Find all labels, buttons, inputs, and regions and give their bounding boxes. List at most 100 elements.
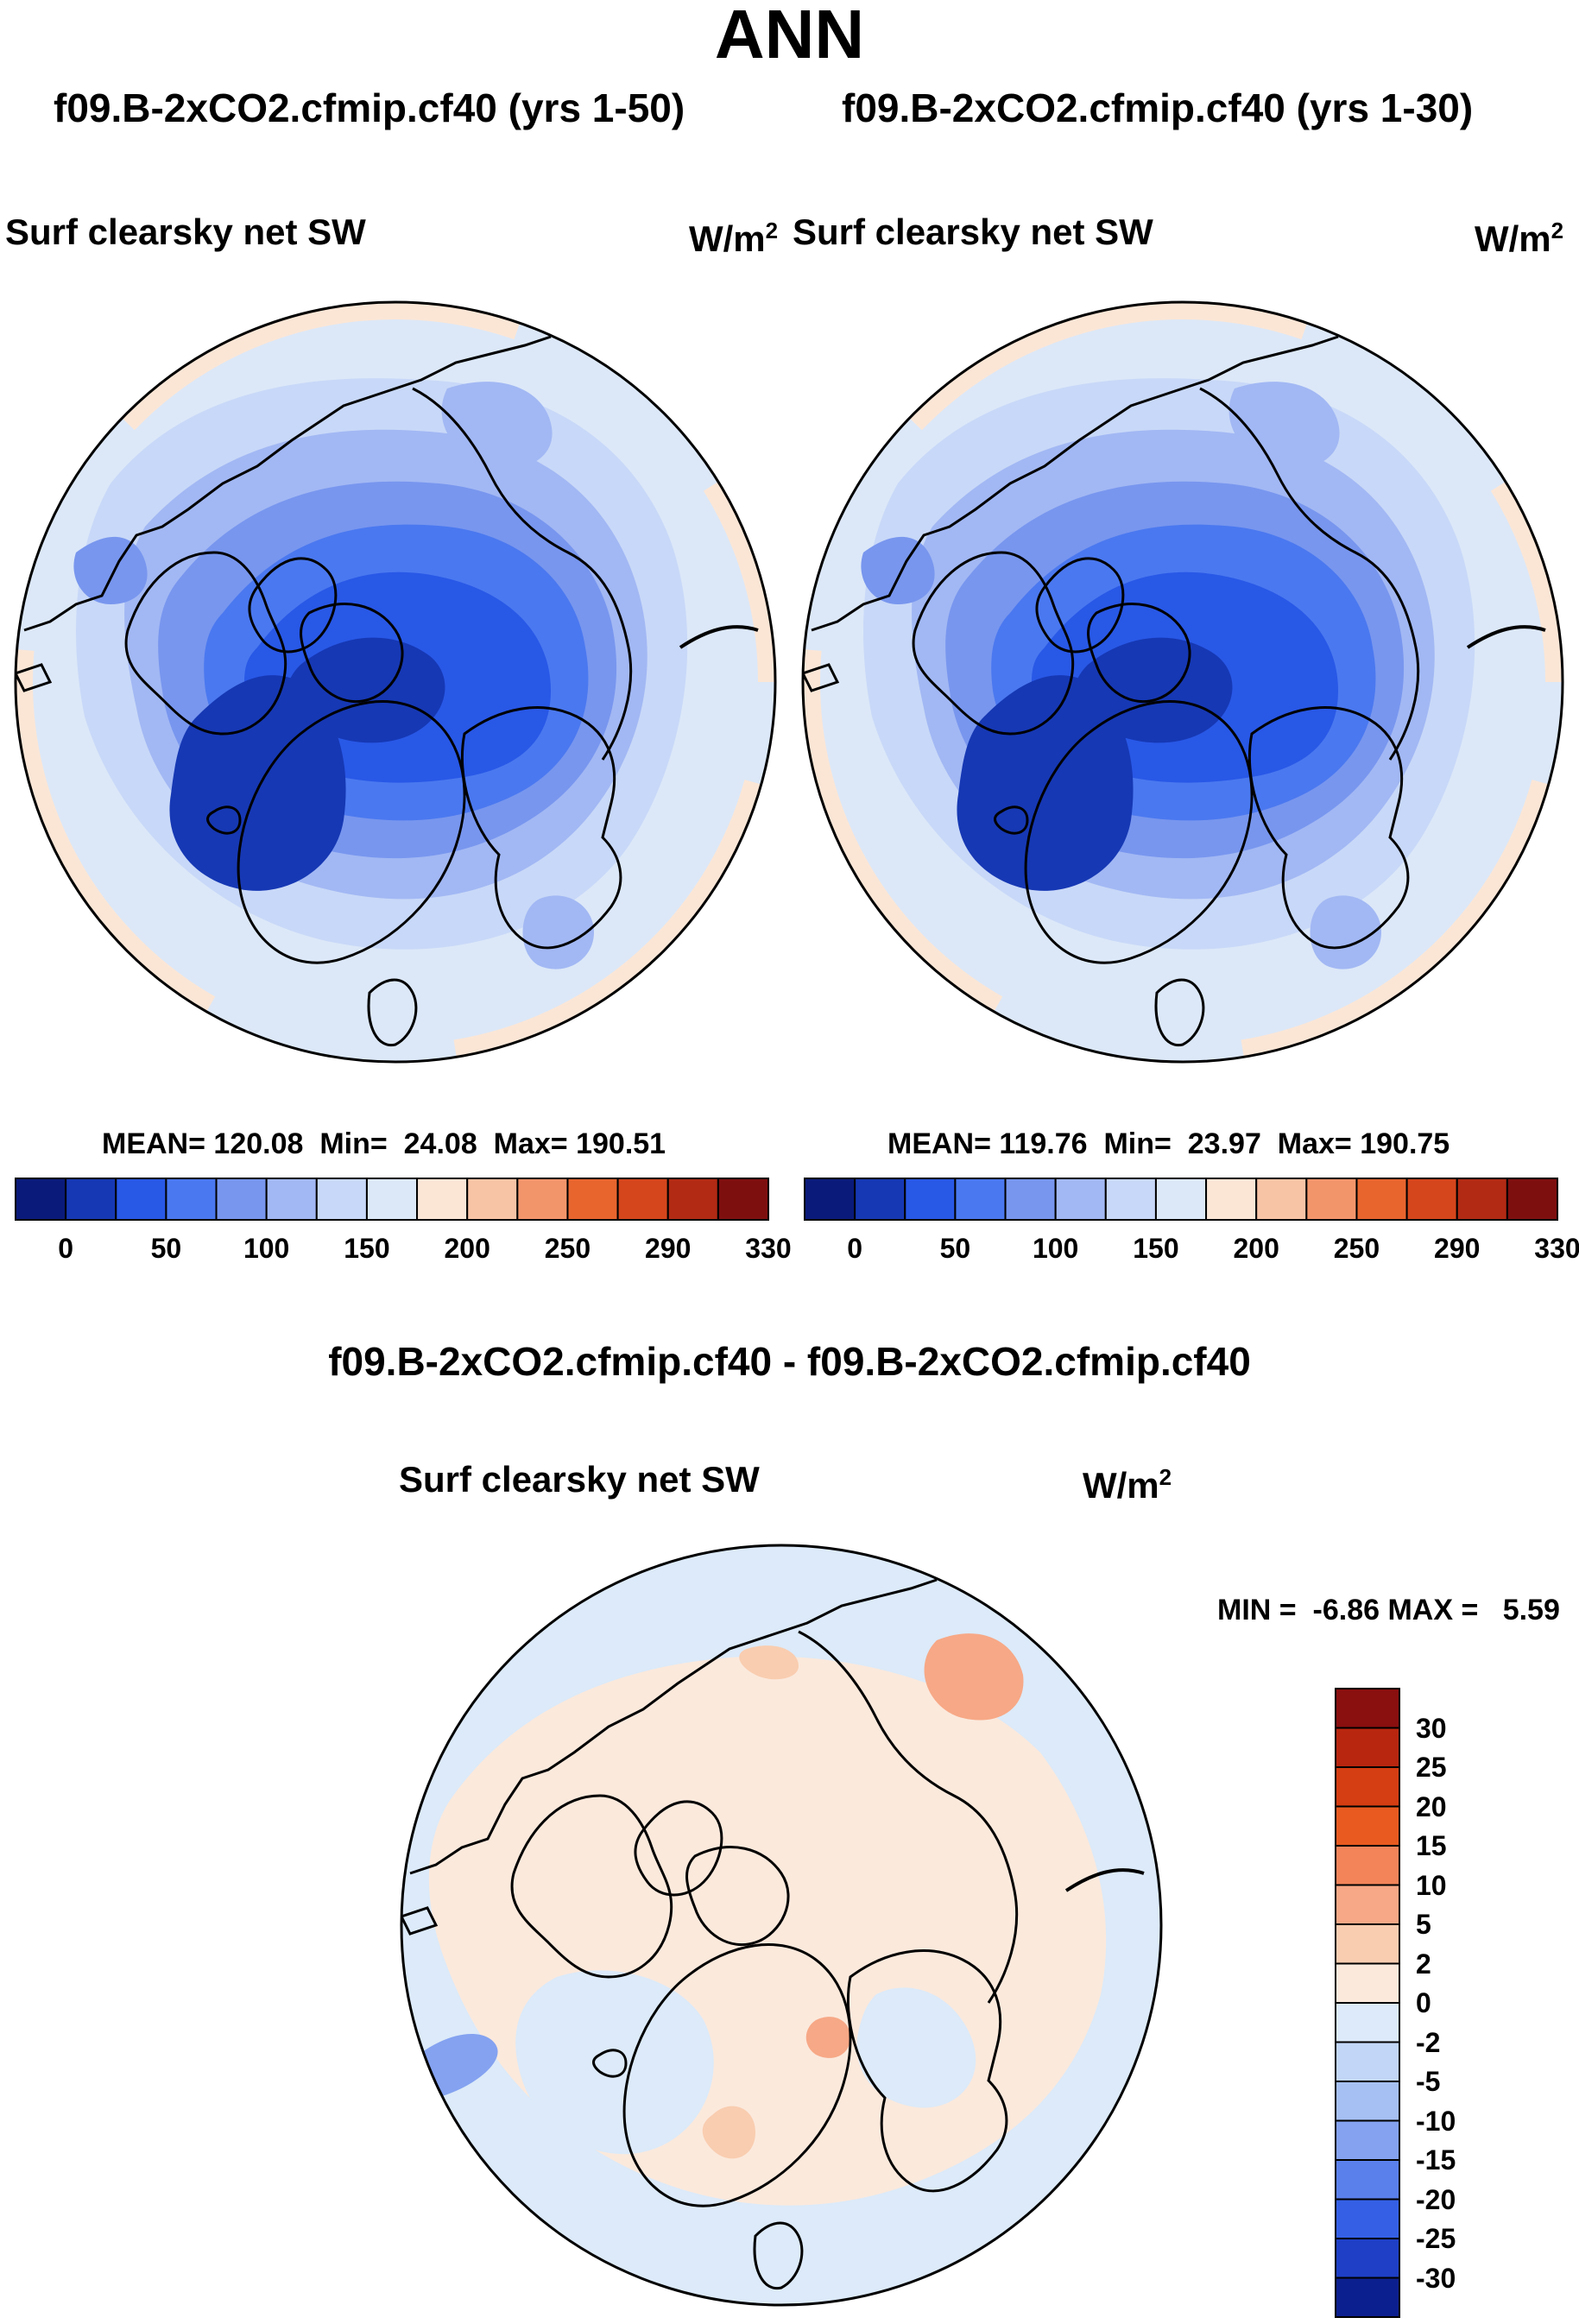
panel2-contour-field — [803, 302, 1563, 1062]
diff-colorbar-tick-label: -10 — [1416, 2105, 1456, 2137]
panel1-colorbar-swatch — [516, 1178, 569, 1221]
diff-min: -6.86 — [1312, 1594, 1380, 1626]
panel1-case-title: f09.B-2xCO2.cfmip.cf40 (yrs 1-50) — [54, 85, 685, 130]
panel1-colorbar-tick-label: 330 — [745, 1233, 792, 1264]
panel2-colorbar-swatch — [954, 1178, 1007, 1221]
panel1-contour-field — [16, 302, 775, 1062]
panel2-colorbar-swatch — [1205, 1178, 1258, 1221]
panel2-colorbar-swatch — [804, 1178, 856, 1221]
panel2-colorbar-swatch — [1054, 1178, 1107, 1221]
diff-colorbar-ticks: 30 25 20 15 10 5 2 0 -2 -5 -10 -15 -20 -25 -30 — [1416, 1689, 1519, 2317]
diff-colorbar-swatch — [1335, 1727, 1400, 1768]
diff-colorbar-tick-label: -5 — [1416, 2066, 1441, 2097]
panel2-map — [801, 300, 1564, 1064]
diff-colorbar-tick-label: -30 — [1416, 2262, 1456, 2294]
panel2-colorbar-tick-label: 0 — [847, 1233, 863, 1264]
panel2-colorbar-tick-label: 100 — [1032, 1233, 1079, 1264]
panel1-colorbar-swatch — [717, 1178, 769, 1221]
panel1-colorbar-swatch — [265, 1178, 318, 1221]
panel1-colorbar-swatch — [115, 1178, 167, 1221]
panel2-colorbar — [804, 1178, 1558, 1221]
panel2-mean: 119.76 — [999, 1127, 1088, 1160]
panel2-colorbar-swatch — [1305, 1178, 1358, 1221]
diff-max: 5.59 — [1502, 1594, 1560, 1626]
diff-variable-label: Surf clearsky net SW — [399, 1459, 760, 1500]
panel1-colorbar-tick-label: 100 — [243, 1233, 290, 1264]
panel2-colorbar-swatch — [1456, 1178, 1508, 1221]
panel1-unit-label: W/m2 — [689, 218, 779, 259]
panel2-colorbar-swatch — [1355, 1178, 1408, 1221]
panel1-min: 24.08 — [403, 1127, 477, 1160]
panel1-mean: 120.08 — [213, 1127, 304, 1160]
panel2-colorbar-tick-label: 150 — [1133, 1233, 1179, 1264]
panel1-colorbar-tick-label: 50 — [150, 1233, 182, 1264]
diff-colorbar-tick-label: 10 — [1416, 1869, 1447, 1901]
panel1-colorbar-tick-label: 200 — [444, 1233, 490, 1264]
panel1-colorbar — [15, 1178, 769, 1221]
panel1-colorbar-swatch — [315, 1178, 368, 1221]
panel1-colorbar-tick-label: 250 — [544, 1233, 591, 1264]
diff-colorbar-tick-label: 20 — [1416, 1790, 1447, 1822]
panel2-colorbar-swatch — [1004, 1178, 1057, 1221]
diff-colorbar-swatch — [1335, 1766, 1400, 1808]
diff-colorbar-swatch — [1335, 2081, 1400, 2122]
panel2-colorbar-swatch — [1506, 1178, 1558, 1221]
diff-title: f09.B-2xCO2.cfmip.cf40 - f09.B-2xCO2.cfm… — [328, 1339, 1251, 1384]
panel1-colorbar-swatch — [65, 1178, 117, 1221]
diff-colorbar-swatch — [1335, 1884, 1400, 1925]
diff-colorbar-swatch — [1335, 2198, 1400, 2239]
diff-colorbar-swatch — [1335, 1688, 1400, 1729]
panel2-stats: MEAN= 119.76 Min= 23.97 Max= 190.75 — [887, 1127, 1450, 1160]
panel1-map-border — [14, 300, 777, 1064]
diff-colorbar-tick-label: -25 — [1416, 2223, 1456, 2254]
diff-colorbar-swatch — [1335, 2238, 1400, 2279]
diff-colorbar-swatch — [1335, 1962, 1400, 2004]
diff-colorbar-tick-label: -2 — [1416, 2026, 1441, 2058]
panel2-colorbar-tick-label: 290 — [1434, 1233, 1481, 1264]
panel2-variable-label: Surf clearsky net SW — [793, 212, 1153, 252]
diff-colorbar-swatch — [1335, 2041, 1400, 2082]
diff-colorbar-tick-label: 5 — [1416, 1909, 1431, 1940]
panel1-colorbar-swatch — [165, 1178, 218, 1221]
diff-colorbar-swatch — [1335, 2119, 1400, 2161]
panel1-colorbar-swatch — [566, 1178, 619, 1221]
diff-colorbar-swatch — [1335, 1923, 1400, 1965]
panel2-unit-label: W/m2 — [1475, 218, 1564, 259]
diff-contour-field — [401, 1545, 1161, 2305]
panel2-colorbar-ticks: 0 50 100 150 200 250 290 330 — [805, 1233, 1579, 1267]
panel2-map-border — [801, 300, 1564, 1064]
diff-colorbar-tick-label: -20 — [1416, 2183, 1456, 2215]
panel1-colorbar-swatch — [616, 1178, 669, 1221]
panel2-colorbar-swatch — [1255, 1178, 1308, 1221]
diff-colorbar-tick-label: -15 — [1416, 2144, 1456, 2176]
diff-colorbar-tick-label: 0 — [1416, 1987, 1431, 2018]
diff-colorbar-tick-label: 2 — [1416, 1948, 1431, 1980]
panel2-colorbar-swatch — [1405, 1178, 1458, 1221]
panel2-colorbar-tick-label: 330 — [1534, 1233, 1579, 1264]
figure-title: ANN — [714, 0, 865, 73]
panel2-colorbar-tick-label: 250 — [1333, 1233, 1380, 1264]
panel1-map — [14, 300, 777, 1064]
panel1-colorbar-swatch — [365, 1178, 419, 1221]
panel1-colorbar-ticks: 0 50 100 150 200 250 290 330 — [16, 1233, 791, 1267]
diff-colorbar-swatch — [1335, 2002, 1400, 2043]
panel2-colorbar-swatch — [1154, 1178, 1208, 1221]
diff-map-border — [400, 1544, 1163, 2307]
diff-colorbar-tick-label: 30 — [1416, 1712, 1447, 1744]
diff-colorbar-tick-label: 15 — [1416, 1830, 1447, 1861]
diff-colorbar-swatch — [1335, 1845, 1400, 1886]
panel2-colorbar-swatch — [854, 1178, 906, 1221]
panel1-variable-label: Surf clearsky net SW — [5, 212, 366, 252]
panel1-colorbar-tick-label: 150 — [344, 1233, 390, 1264]
panel2-case-title: f09.B-2xCO2.cfmip.cf40 (yrs 1-30) — [842, 85, 1474, 130]
diff-colorbar-swatch — [1335, 2277, 1400, 2318]
panel2-colorbar-tick-label: 50 — [939, 1233, 971, 1264]
diff-colorbar-swatch — [1335, 2159, 1400, 2201]
panel1-max: 190.51 — [576, 1127, 666, 1160]
panel1-colorbar-swatch — [215, 1178, 268, 1221]
panel1-colorbar-swatch — [15, 1178, 67, 1221]
diff-colorbar-tick-label: 25 — [1416, 1752, 1447, 1783]
panel1-colorbar-swatch — [666, 1178, 719, 1221]
diff-unit-label: W/m2 — [1083, 1464, 1172, 1506]
panel1-colorbar-tick-label: 0 — [58, 1233, 74, 1264]
